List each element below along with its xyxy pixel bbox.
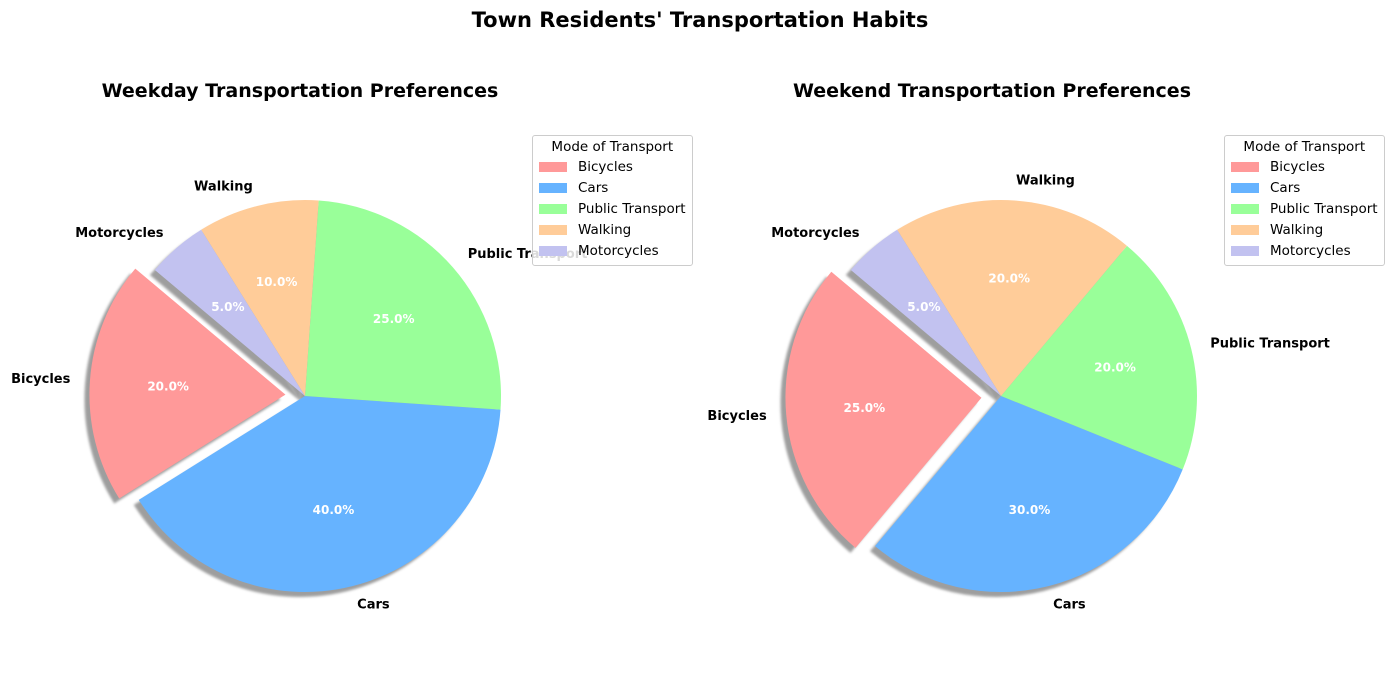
legend-title: Mode of Transport (551, 139, 674, 155)
pct-label-bicycles: 20.0% (147, 379, 189, 393)
legend-swatch (1231, 203, 1259, 214)
legend-label: Walking (578, 221, 632, 238)
slice-public-transport (1001, 245, 1197, 470)
slice-label-motorcycles: Motorcycles (75, 226, 164, 241)
legend-label: Motorcycles (578, 242, 659, 259)
legend-swatch (539, 182, 567, 193)
legend-item-walking: Walking (539, 219, 686, 240)
legend-label: Cars (578, 179, 609, 196)
slice-walking (201, 200, 319, 396)
legend-swatch (539, 161, 567, 172)
weekend-pie: Bicycles 25.0% Cars 30.0% Public Transport 20… (707, 173, 1329, 612)
pct-label-bicycles: 25.0% (844, 401, 886, 415)
legend-swatch (539, 245, 567, 256)
legend-item-cars: Cars (539, 177, 686, 198)
legend-swatch (539, 224, 567, 235)
pct-label-walking: 10.0% (256, 275, 298, 289)
slice-label-walking: Walking (194, 179, 253, 194)
slice-label-cars: Cars (1053, 598, 1086, 613)
pct-label-motorcycles: 5.0% (211, 300, 244, 314)
legend-item-motorcycles: Motorcycles (1231, 240, 1378, 261)
slice-motorcycles (850, 229, 1001, 396)
pct-label-cars: 30.0% (1009, 503, 1051, 517)
legend-swatch (1231, 224, 1259, 235)
legend-item-bicycles: Bicycles (539, 156, 686, 177)
pct-label-motorcycles: 5.0% (907, 300, 940, 314)
slice-label-bicycles: Bicycles (707, 409, 767, 424)
legend-label: Public Transport (1270, 200, 1378, 217)
legend-item-cars: Cars (1231, 177, 1378, 198)
pie-slices (89, 200, 501, 592)
slice-label-motorcycles: Motorcycles (771, 226, 860, 241)
legend-label: Bicycles (1270, 158, 1325, 175)
slice-bicycles (785, 271, 982, 548)
pie-labels: Bicycles 25.0% Cars 30.0% Public Transport 20… (707, 173, 1329, 612)
pct-label-public-transport: 25.0% (373, 312, 415, 326)
pct-label-cars: 40.0% (313, 503, 355, 517)
slice-motorcycles (154, 229, 305, 396)
slice-bicycles (89, 268, 286, 499)
slice-label-public-transport: Public Transport (1210, 336, 1330, 351)
weekday-legend: Mode of Transport Bicycles Cars Public T… (532, 135, 693, 266)
slice-public-transport (305, 200, 501, 410)
legend-item-motorcycles: Motorcycles (539, 240, 686, 261)
pct-label-public-transport: 20.0% (1094, 361, 1136, 375)
weekend-chart-title: Weekend Transportation Preferences (793, 80, 1191, 102)
slice-walking (897, 200, 1127, 396)
legend-item-bicycles: Bicycles (1231, 156, 1378, 177)
legend-label: Motorcycles (1270, 242, 1351, 259)
weekday-chart: Weekday Transportation Preferences Bicyc… (11, 80, 693, 613)
pie-slices (785, 200, 1197, 592)
slice-label-bicycles: Bicycles (11, 372, 71, 387)
legend-swatch (1231, 245, 1259, 256)
legend-swatch (1231, 182, 1259, 193)
weekday-chart-title: Weekday Transportation Preferences (101, 80, 499, 102)
legend-label: Public Transport (578, 200, 686, 217)
legend-label: Walking (1270, 221, 1324, 238)
slice-cars (138, 396, 501, 592)
legend-label: Cars (1270, 179, 1301, 196)
legend-label: Bicycles (578, 158, 633, 175)
slice-label-cars: Cars (357, 598, 390, 613)
legend-item-public-transport: Public Transport (1231, 198, 1378, 219)
weekend-chart: Weekend Transportation Preferences Bicyc… (692, 0, 1392, 700)
legend-swatch (1231, 161, 1259, 172)
legend-title: Mode of Transport (1243, 139, 1366, 155)
weekend-legend: Mode of Transport Bicycles Cars Public T… (1224, 135, 1385, 266)
legend-swatch (539, 203, 567, 214)
legend-item-public-transport: Public Transport (539, 198, 686, 219)
figure-title: Town Residents' Transportation Habits (471, 8, 929, 32)
legend-item-walking: Walking (1231, 219, 1378, 240)
slice-cars (875, 396, 1183, 592)
slice-label-walking: Walking (1016, 173, 1075, 188)
pct-label-walking: 20.0% (988, 272, 1030, 286)
